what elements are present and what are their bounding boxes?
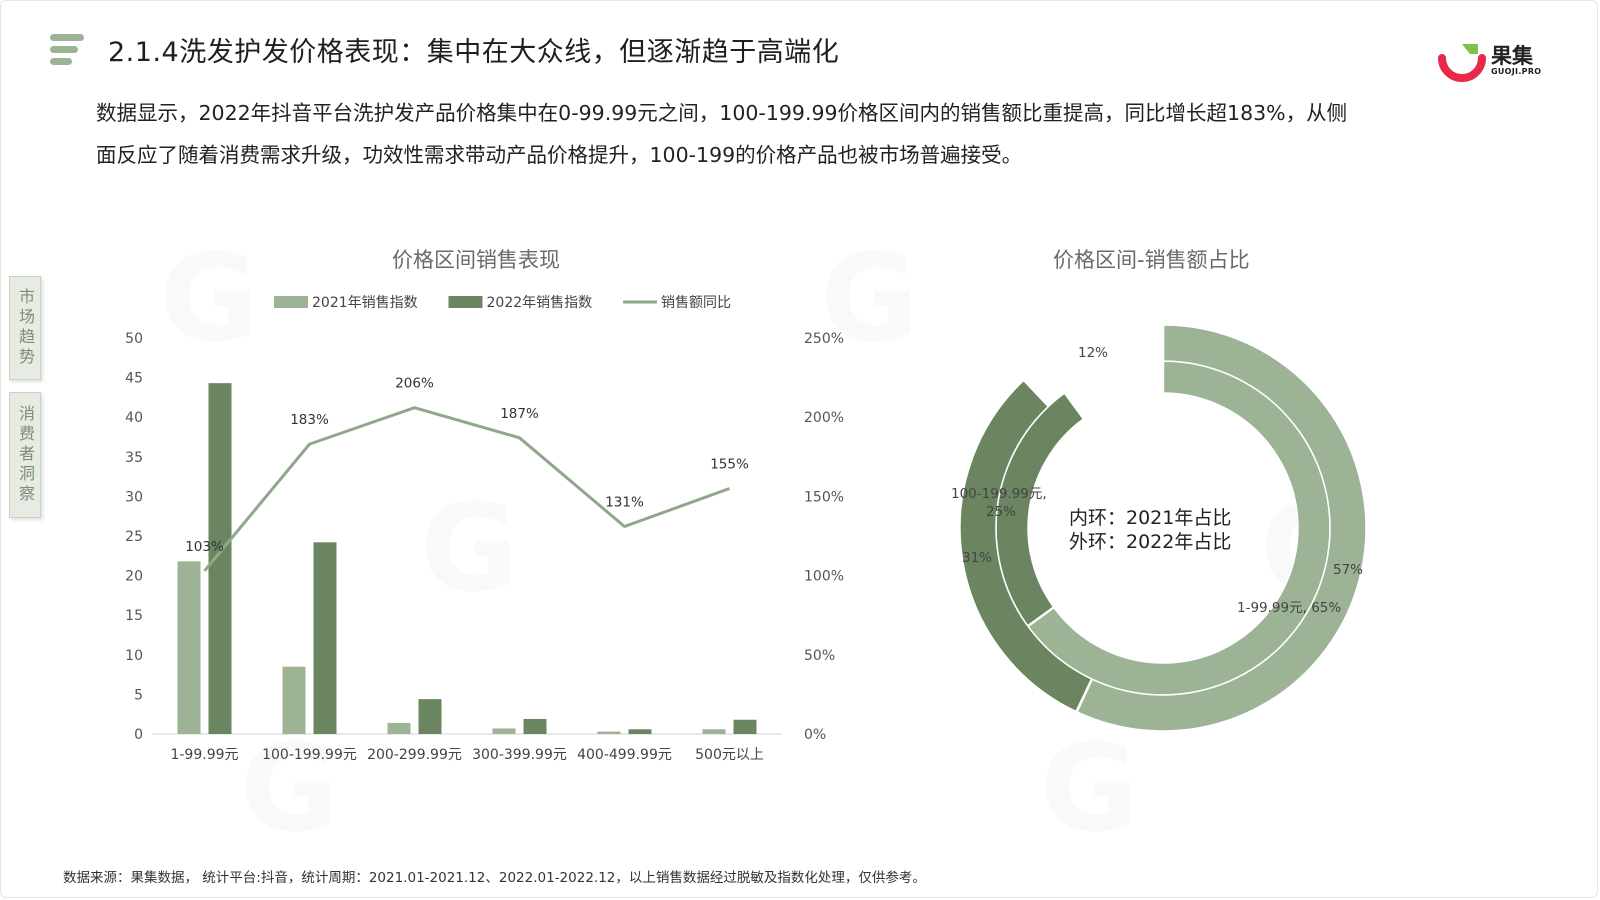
- line-data-label: 187%: [500, 406, 539, 422]
- title-menu-icon: [50, 34, 86, 66]
- bar-2022: [628, 729, 652, 734]
- description-line: 数据显示，2022年抖音平台洗护发产品价格集中在0-99.99元之间，100-1…: [96, 101, 1348, 125]
- data-source-note: 数据来源：果集数据， 统计平台:抖音，统计周期：2021.01-2021.12、…: [63, 870, 926, 886]
- bar-2022: [208, 383, 232, 734]
- line-data-label: 183%: [290, 412, 329, 428]
- y-right-tick-label: 100%: [804, 569, 844, 585]
- bar-2021: [597, 731, 621, 734]
- brand-logo: 果集 GUOJI.PRO: [1438, 40, 1548, 84]
- y-left-tick-label: 10: [125, 648, 143, 664]
- donut-label-inner: 25%: [986, 504, 1016, 520]
- legend-swatch: [274, 296, 308, 308]
- watermark: G: [240, 720, 339, 859]
- x-tick-label: 300-399.99元: [472, 747, 567, 763]
- description-line: 面反应了随着消费需求升级，功效性需求带动产品价格提升，100-199的价格产品也…: [96, 143, 1023, 167]
- bar-2022: [733, 719, 757, 734]
- y-right-tick-label: 150%: [804, 489, 844, 505]
- donut-slice-2022: [959, 379, 1093, 713]
- donut-center-text: 内环：2021年占比: [1069, 507, 1231, 529]
- line-data-label: 206%: [395, 376, 434, 392]
- x-tick-label: 1-99.99元: [170, 747, 238, 763]
- line-yoy: [203, 406, 731, 572]
- donut-label-outer: 31%: [962, 550, 992, 566]
- logo-text: 果集: [1491, 44, 1533, 68]
- page-title: 2.1.4洗发护发价格表现：集中在大众线，但逐渐趋于高端化: [108, 37, 840, 68]
- watermark: G: [1040, 720, 1139, 859]
- legend-swatch: [448, 296, 483, 308]
- donut-slice-2022: [1076, 324, 1367, 732]
- bar-2021: [492, 728, 516, 734]
- bar-2021: [702, 729, 726, 734]
- watermark: G: [420, 480, 519, 619]
- line-data-label: 131%: [605, 494, 644, 510]
- y-left-tick-label: 20: [125, 569, 143, 585]
- x-tick-label: 400-499.99元: [577, 747, 672, 763]
- donut-label-outer: 57%: [1333, 562, 1363, 578]
- donut-label-inner: 1-99.99元, 65%: [1237, 600, 1341, 616]
- side-tab-consumer-insight[interactable]: 消费者洞察: [9, 392, 41, 518]
- legend-label: 2022年销售指数: [487, 295, 593, 311]
- legend-label: 2021年销售指数: [312, 295, 418, 311]
- y-left-tick-label: 35: [125, 450, 143, 466]
- y-left-tick-label: 30: [125, 489, 143, 505]
- y-right-tick-label: 200%: [804, 410, 844, 426]
- line-data-label: 103%: [185, 539, 224, 555]
- y-left-tick-label: 25: [125, 529, 143, 545]
- donut-label-inner: 100-199.99元,: [951, 486, 1047, 502]
- donut-center-text: 外环：2022年占比: [1069, 531, 1231, 553]
- y-right-tick-label: 0%: [804, 727, 826, 743]
- watermark: G: [160, 230, 259, 369]
- bar-2022: [418, 699, 442, 734]
- donut-label-outer: 12%: [1078, 345, 1108, 361]
- legend-label: 销售额同比: [661, 295, 731, 311]
- y-left-tick-label: 50: [125, 331, 143, 347]
- watermark: G: [820, 230, 919, 369]
- y-left-tick-label: 15: [125, 608, 143, 624]
- logo-subtext: GUOJI.PRO: [1491, 67, 1542, 76]
- x-tick-label: 100-199.99元: [262, 747, 357, 763]
- line-data-label: 155%: [710, 456, 749, 472]
- donut-chart-title: 价格区间-销售额占比: [1053, 248, 1250, 272]
- bar-2021: [282, 666, 306, 734]
- y-right-tick-label: 250%: [804, 331, 844, 347]
- bar-2022: [523, 718, 547, 734]
- bar-2021: [387, 722, 411, 734]
- side-tab-market-trend[interactable]: 市场趋势: [9, 276, 41, 380]
- y-right-tick-label: 50%: [804, 648, 835, 664]
- bar-2022: [313, 542, 337, 734]
- bar-chart-title: 价格区间销售表现: [392, 248, 560, 272]
- description: 数据显示，2022年抖音平台洗护发产品价格集中在0-99.99元之间，100-1…: [96, 92, 1516, 176]
- y-left-tick-label: 40: [125, 410, 143, 426]
- logo-icon: [1438, 44, 1486, 82]
- y-left-tick-label: 5: [134, 687, 143, 703]
- y-left-tick-label: 45: [125, 371, 143, 387]
- bar-2021: [177, 561, 201, 734]
- y-left-tick-label: 0: [134, 727, 143, 743]
- x-tick-label: 200-299.99元: [367, 747, 462, 763]
- x-tick-label: 500元以上: [695, 747, 764, 763]
